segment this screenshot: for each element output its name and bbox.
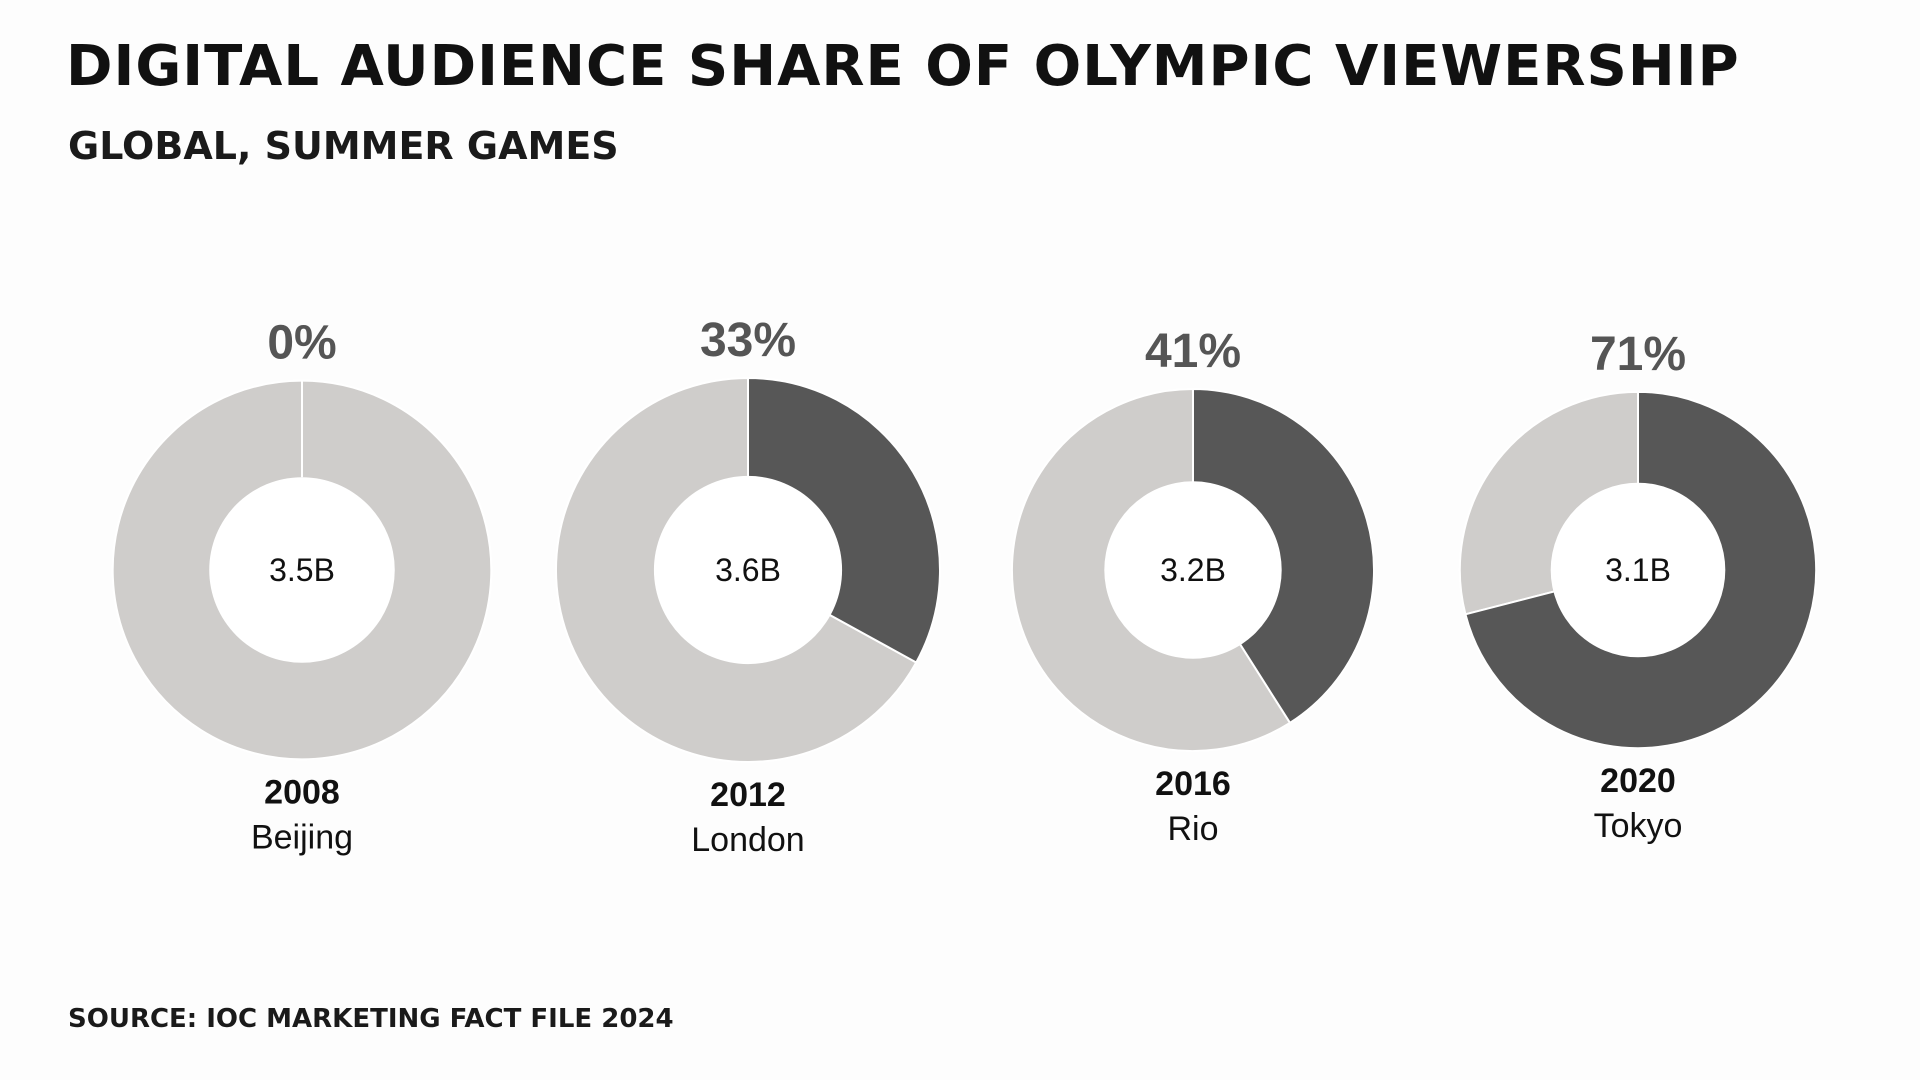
source-note: SOURCE: IOC MARKETING FACT FILE 2024 [68, 1004, 674, 1034]
city-label-2008: Beijing [251, 818, 353, 856]
share-label-2012: 33% [700, 314, 796, 367]
share-label-2016: 41% [1145, 325, 1241, 378]
donut-hole-2008 [209, 477, 395, 663]
donut-hole-2012 [653, 475, 843, 665]
total-label-2020: 3.1B [1605, 552, 1671, 588]
city-label-2016: Rio [1167, 810, 1218, 848]
donut-hole-2016 [1104, 481, 1282, 659]
year-label-2012: 2012 [710, 776, 786, 814]
city-label-2020: Tokyo [1594, 807, 1683, 845]
year-label-2020: 2020 [1600, 762, 1676, 800]
total-label-2008: 3.5B [269, 552, 335, 588]
chart-subtitle: GLOBAL, SUMMER GAMES [68, 124, 619, 168]
city-label-2012: London [691, 821, 804, 859]
share-label-2008: 0% [267, 317, 336, 370]
share-label-2020: 71% [1590, 328, 1686, 381]
donut-2020: 71% 3.1B 2020 Tokyo [1458, 328, 1818, 845]
donut-2016: 41% 3.2B 2016 Rio [1011, 325, 1375, 848]
donut-2012: 33% 3.6B 2012 London [555, 314, 941, 859]
donut-2008: 0% 3.5B 2008 Beijing [111, 317, 493, 856]
year-label-2008: 2008 [264, 773, 340, 811]
total-label-2016: 3.2B [1160, 552, 1226, 588]
year-label-2016: 2016 [1155, 765, 1231, 803]
total-label-2012: 3.6B [715, 552, 781, 588]
donut-hole-2020 [1550, 482, 1726, 658]
chart-title: DIGITAL AUDIENCE SHARE OF OLYMPIC VIEWER… [66, 34, 1740, 99]
